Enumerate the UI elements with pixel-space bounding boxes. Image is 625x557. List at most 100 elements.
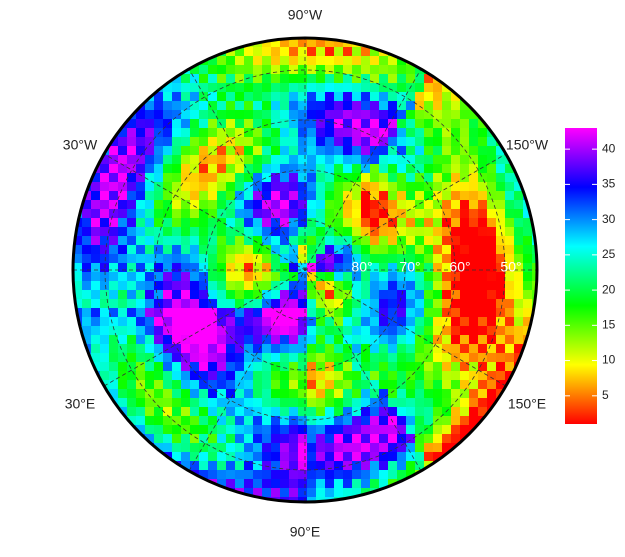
map-cell bbox=[532, 272, 537, 282]
map-cell bbox=[208, 389, 218, 399]
map-cell bbox=[298, 119, 308, 129]
map-cell bbox=[154, 173, 164, 183]
map-cell bbox=[307, 434, 317, 444]
map-cell bbox=[289, 380, 299, 390]
map-cell bbox=[433, 137, 443, 147]
map-cell bbox=[163, 218, 173, 228]
map-cell bbox=[208, 119, 218, 129]
map-cell bbox=[496, 209, 506, 219]
map-cell bbox=[253, 371, 263, 381]
map-cell bbox=[316, 272, 326, 282]
map-cell bbox=[334, 362, 344, 372]
map-cell bbox=[379, 65, 389, 75]
map-cell bbox=[505, 326, 515, 336]
map-cell bbox=[100, 335, 110, 345]
map-cell bbox=[433, 389, 443, 399]
map-cell bbox=[424, 83, 434, 93]
map-cell bbox=[343, 56, 353, 66]
map-cell bbox=[190, 74, 200, 84]
map-cell bbox=[487, 362, 497, 372]
map-cell bbox=[190, 371, 200, 381]
map-cell bbox=[424, 353, 434, 363]
map-cell bbox=[235, 65, 245, 75]
map-cell bbox=[352, 209, 362, 219]
map-cell bbox=[370, 47, 380, 57]
colorbar-tick-label: 35 bbox=[602, 177, 616, 191]
map-cell bbox=[127, 281, 137, 291]
map-cell bbox=[127, 200, 137, 210]
map-cell bbox=[406, 110, 416, 120]
map-cell bbox=[100, 218, 110, 228]
map-cell bbox=[379, 398, 389, 408]
map-cell bbox=[172, 83, 182, 93]
map-cell bbox=[172, 353, 182, 363]
map-cell bbox=[424, 272, 434, 282]
map-cell bbox=[424, 146, 434, 156]
map-cell bbox=[181, 137, 191, 147]
map-cell bbox=[361, 461, 371, 471]
map-cell bbox=[424, 281, 434, 291]
map-cell bbox=[424, 74, 434, 84]
map-cell bbox=[532, 317, 537, 327]
map-cell bbox=[118, 362, 128, 372]
map-cell bbox=[406, 101, 416, 111]
map-cell bbox=[433, 209, 443, 219]
map-cell bbox=[397, 362, 407, 372]
map-cell bbox=[424, 254, 434, 264]
map-cell bbox=[370, 452, 380, 462]
map-cell bbox=[343, 209, 353, 219]
map-cell bbox=[163, 407, 173, 417]
map-cell bbox=[190, 110, 200, 120]
map-cell bbox=[433, 407, 443, 417]
map-cell bbox=[208, 101, 218, 111]
map-cell bbox=[217, 407, 227, 417]
map-cell bbox=[208, 83, 218, 93]
map-cell bbox=[82, 263, 92, 273]
map-cell bbox=[109, 209, 119, 219]
map-cell bbox=[172, 209, 182, 219]
map-cell bbox=[163, 308, 173, 318]
map-cell bbox=[271, 200, 281, 210]
map-cell bbox=[208, 290, 218, 300]
map-cell bbox=[154, 101, 164, 111]
map-cell bbox=[262, 182, 272, 192]
map-cell bbox=[235, 236, 245, 246]
map-cell bbox=[136, 146, 146, 156]
map-cell bbox=[127, 290, 137, 300]
map-cell bbox=[136, 245, 146, 255]
map-cell bbox=[172, 407, 182, 417]
map-cell bbox=[325, 425, 335, 435]
map-cell bbox=[235, 299, 245, 309]
map-cell bbox=[406, 83, 416, 93]
map-cell bbox=[235, 47, 245, 57]
map-cell bbox=[244, 407, 254, 417]
map-cell bbox=[460, 236, 470, 246]
map-cell bbox=[361, 263, 371, 273]
map-cell bbox=[82, 290, 92, 300]
map-cell bbox=[136, 191, 146, 201]
map-cell bbox=[379, 416, 389, 426]
map-cell bbox=[388, 236, 398, 246]
map-cell bbox=[307, 461, 317, 471]
map-cell bbox=[262, 236, 272, 246]
map-cell bbox=[226, 227, 236, 237]
map-cell bbox=[460, 416, 470, 426]
map-cell bbox=[136, 389, 146, 399]
map-cell bbox=[190, 137, 200, 147]
map-cell bbox=[415, 236, 425, 246]
map-cell bbox=[127, 416, 137, 426]
map-cell bbox=[325, 281, 335, 291]
map-cell bbox=[217, 317, 227, 327]
map-cell bbox=[442, 200, 452, 210]
map-cell bbox=[388, 74, 398, 84]
map-cell bbox=[91, 173, 101, 183]
map-cell bbox=[244, 218, 254, 228]
map-cell bbox=[334, 101, 344, 111]
map-cell bbox=[325, 83, 335, 93]
map-cell bbox=[496, 245, 506, 255]
map-cell bbox=[361, 218, 371, 228]
map-cell bbox=[379, 443, 389, 453]
map-cell bbox=[325, 344, 335, 354]
map-cell bbox=[334, 407, 344, 417]
map-cell bbox=[298, 335, 308, 345]
